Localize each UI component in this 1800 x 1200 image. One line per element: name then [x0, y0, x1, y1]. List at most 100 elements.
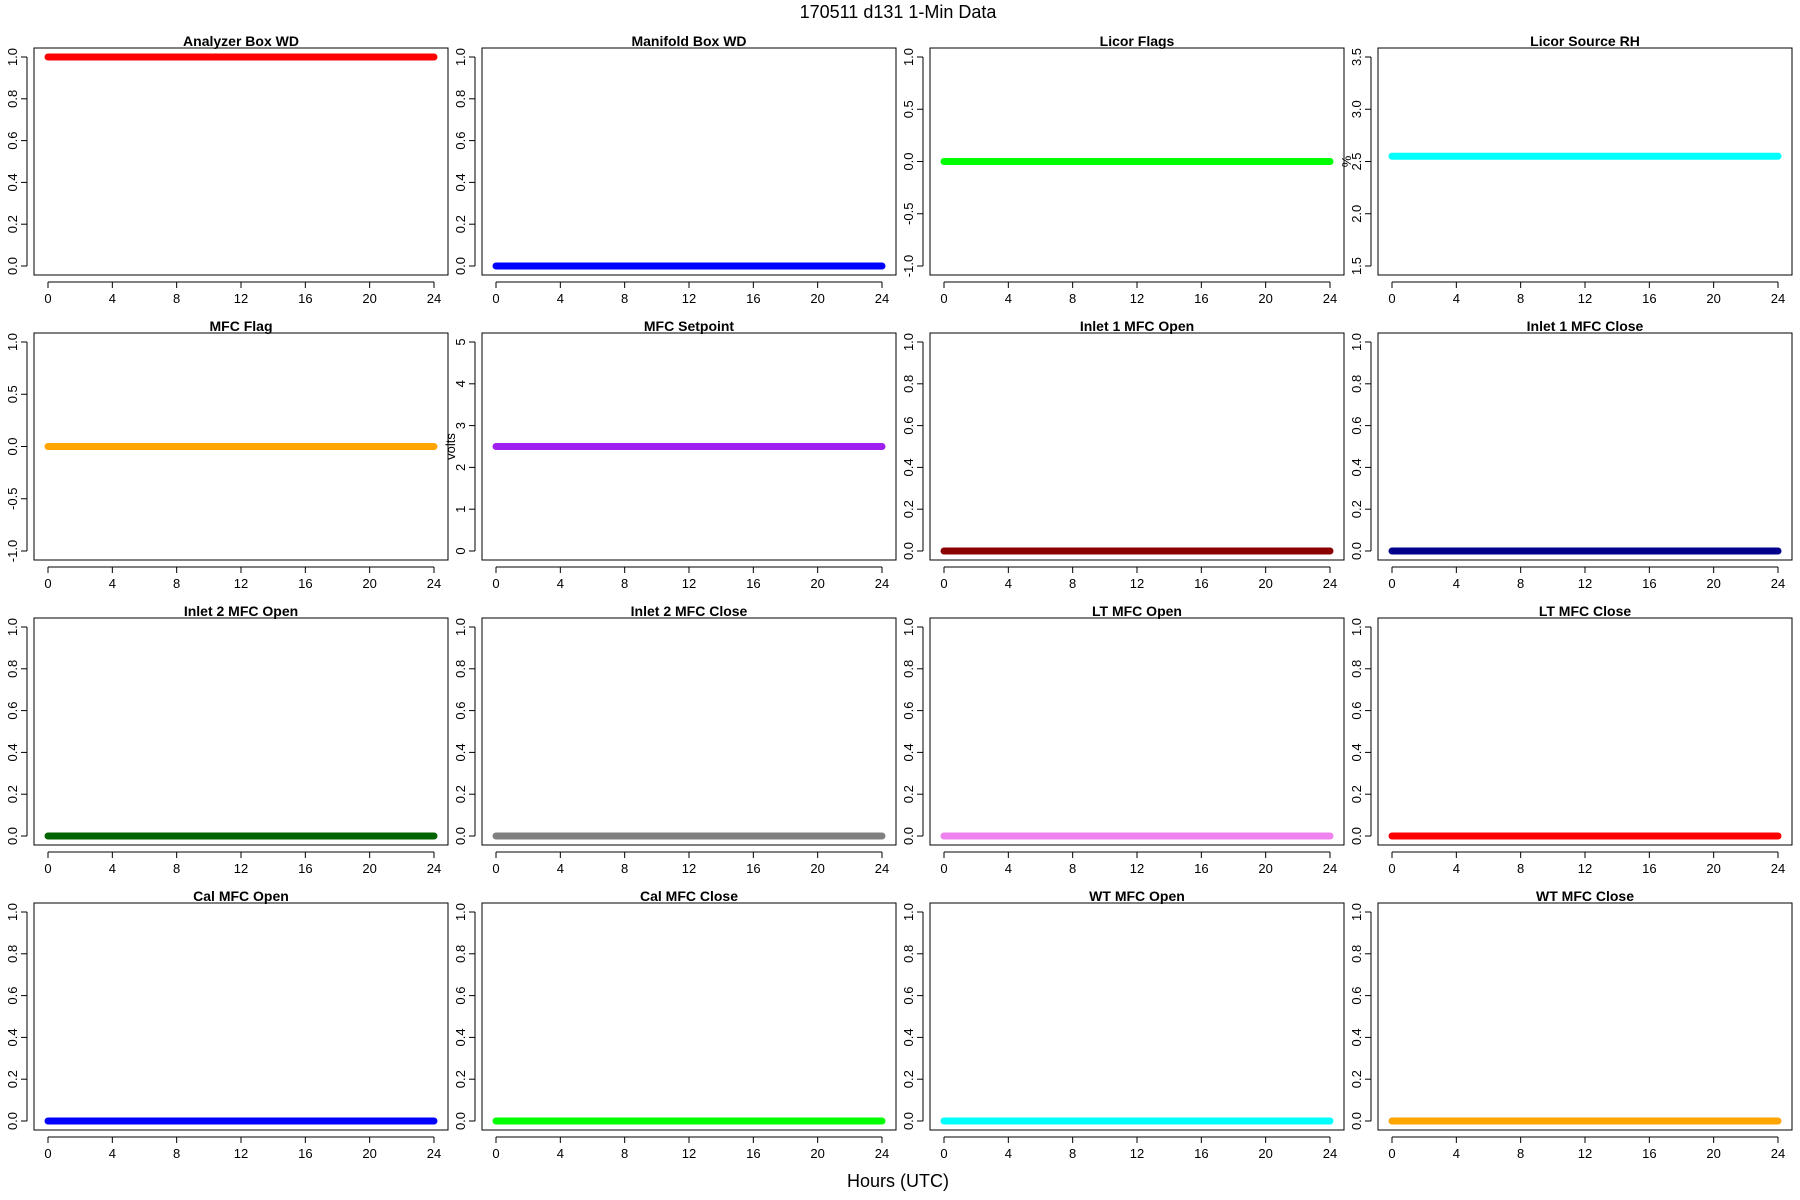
panel-title: Licor Flags	[1100, 33, 1175, 49]
x-tick-label: 20	[1258, 1146, 1272, 1161]
y-tick-label: 0.6	[453, 987, 468, 1005]
x-tick-label: 24	[875, 1146, 889, 1161]
x-tick-label: 16	[298, 1146, 312, 1161]
y-tick-label: 0.8	[453, 90, 468, 108]
x-tick-label: 12	[1578, 861, 1592, 876]
panel-title: Inlet 2 MFC Close	[631, 603, 748, 619]
y-tick-label: 0.0	[453, 257, 468, 275]
y-tick-label: 0.8	[1349, 660, 1364, 678]
x-tick-label: 24	[1323, 861, 1337, 876]
x-tick-label: 4	[1005, 861, 1012, 876]
plot-frame	[33, 332, 449, 561]
plot-frame	[481, 47, 897, 276]
y-tick-label: 0.6	[5, 702, 20, 720]
x-tick-label: 8	[621, 861, 628, 876]
x-tick-label: 12	[682, 576, 696, 591]
y-tick-label: 1.0	[901, 903, 916, 921]
x-tick-label: 12	[682, 291, 696, 306]
x-tick-label: 12	[1130, 861, 1144, 876]
y-tick-label: 2	[453, 464, 468, 471]
y-tick-label: 1.0	[5, 48, 20, 66]
y-tick-label: 0.8	[1349, 945, 1364, 963]
x-tick-label: 8	[621, 291, 628, 306]
x-tick-label: 20	[810, 576, 824, 591]
x-tick-label: 20	[362, 291, 376, 306]
y-tick-label: 0.6	[453, 132, 468, 150]
panel-grid: Analyzer Box WD0 4 8 12 16 20 240.00.20.40.60.…	[5, 33, 1793, 1161]
x-tick-label: 20	[1258, 576, 1272, 591]
x-tick-label: 8	[173, 1146, 180, 1161]
y-tick-label: 0.6	[1349, 987, 1364, 1005]
panel-title: Analyzer Box WD	[183, 33, 299, 49]
panel-title: LT MFC Open	[1092, 603, 1182, 619]
panel: Inlet 1 MFC Open 0 4 8 12 16 20 24 0.0 0.2 0.4 0.6 0…	[901, 318, 1345, 591]
y-tick-label: 0.4	[5, 743, 20, 761]
y-tick-label: 0.6	[5, 132, 20, 150]
y-tick-label: 0.0	[1349, 827, 1364, 845]
x-tick-label: 8	[1517, 861, 1524, 876]
y-tick-label: -0.5	[901, 203, 916, 225]
x-tick-label: 0	[940, 576, 947, 591]
y-axis-label: volts	[443, 433, 458, 460]
x-tick-label: 0	[44, 576, 51, 591]
x-tick-label: 24	[427, 291, 441, 306]
figure-title: 170511 d131 1-Min Data	[800, 2, 998, 22]
panel: Inlet 1 MFC Close 0 4 8 12 16 20 24 0.0 0.2 0.4 0.6…	[1349, 318, 1793, 591]
panel-title: Inlet 1 MFC Open	[1080, 318, 1194, 334]
x-tick-label: 0	[492, 861, 499, 876]
x-tick-label: 20	[1706, 861, 1720, 876]
x-tick-label: 24	[875, 291, 889, 306]
x-tick-label: 12	[1578, 576, 1592, 591]
panel: WT MFC Open 0 4 8 12 16 20 24 0.0 0.2 0.4 0.6 0.8 1.0	[901, 888, 1345, 1161]
y-tick-label: 0.4	[1349, 1028, 1364, 1046]
x-tick-label: 24	[1323, 576, 1337, 591]
y-tick-label: 0.4	[901, 743, 916, 761]
y-tick-label: 0.2	[5, 1070, 20, 1088]
y-tick-label: -1.0	[901, 255, 916, 277]
x-tick-label: 0	[1388, 861, 1395, 876]
y-tick-label: 0.6	[1349, 417, 1364, 435]
x-tick-label: 16	[298, 861, 312, 876]
y-tick-label: 1.0	[5, 618, 20, 636]
plot-frame	[929, 902, 1345, 1131]
y-tick-label: 1.5	[1349, 257, 1364, 275]
x-tick-label: 20	[362, 1146, 376, 1161]
panel-title: WT MFC Close	[1536, 888, 1634, 904]
y-tick-label: 0.2	[453, 215, 468, 233]
x-tick-label: 20	[810, 291, 824, 306]
y-tick-label: 0.8	[901, 945, 916, 963]
x-tick-label: 16	[746, 1146, 760, 1161]
x-tick-label: 24	[875, 861, 889, 876]
x-tick-label: 24	[1771, 291, 1785, 306]
plot-frame	[929, 617, 1345, 846]
y-tick-label: 0.0	[5, 827, 20, 845]
x-tick-label: 24	[1323, 1146, 1337, 1161]
x-tick-label: 12	[1578, 1146, 1592, 1161]
x-tick-label: 24	[427, 1146, 441, 1161]
y-tick-label: 0.4	[453, 1028, 468, 1046]
x-tick-label: 16	[298, 291, 312, 306]
x-tick-label: 8	[621, 576, 628, 591]
x-tick-label: 8	[173, 291, 180, 306]
y-tick-label: 1.0	[453, 618, 468, 636]
y-tick-label: 0.2	[1349, 1070, 1364, 1088]
y-tick-label: 0.2	[901, 785, 916, 803]
x-tick-label: 12	[682, 1146, 696, 1161]
y-tick-label: 0.6	[1349, 702, 1364, 720]
y-tick-label: 1.0	[1349, 618, 1364, 636]
x-tick-label: 0	[44, 861, 51, 876]
plot-frame	[929, 332, 1345, 561]
y-tick-label: 0.8	[5, 945, 20, 963]
y-tick-label: 0.6	[453, 702, 468, 720]
x-tick-label: 20	[1258, 861, 1272, 876]
panel: LT MFC Open 0 4 8 12 16 20 24 0.0 0.2 0.4 0.6 0.8 1.0	[901, 603, 1345, 876]
x-tick-label: 4	[557, 1146, 564, 1161]
y-tick-label: 0.4	[901, 458, 916, 476]
x-tick-label: 8	[1069, 1146, 1076, 1161]
y-tick-label: 1.0	[1349, 903, 1364, 921]
x-tick-label: 8	[173, 576, 180, 591]
y-tick-label: 3.0	[1349, 100, 1364, 118]
y-tick-label: 0.0	[5, 1112, 20, 1130]
x-tick-label: 0	[44, 291, 51, 306]
x-tick-label: 16	[746, 861, 760, 876]
